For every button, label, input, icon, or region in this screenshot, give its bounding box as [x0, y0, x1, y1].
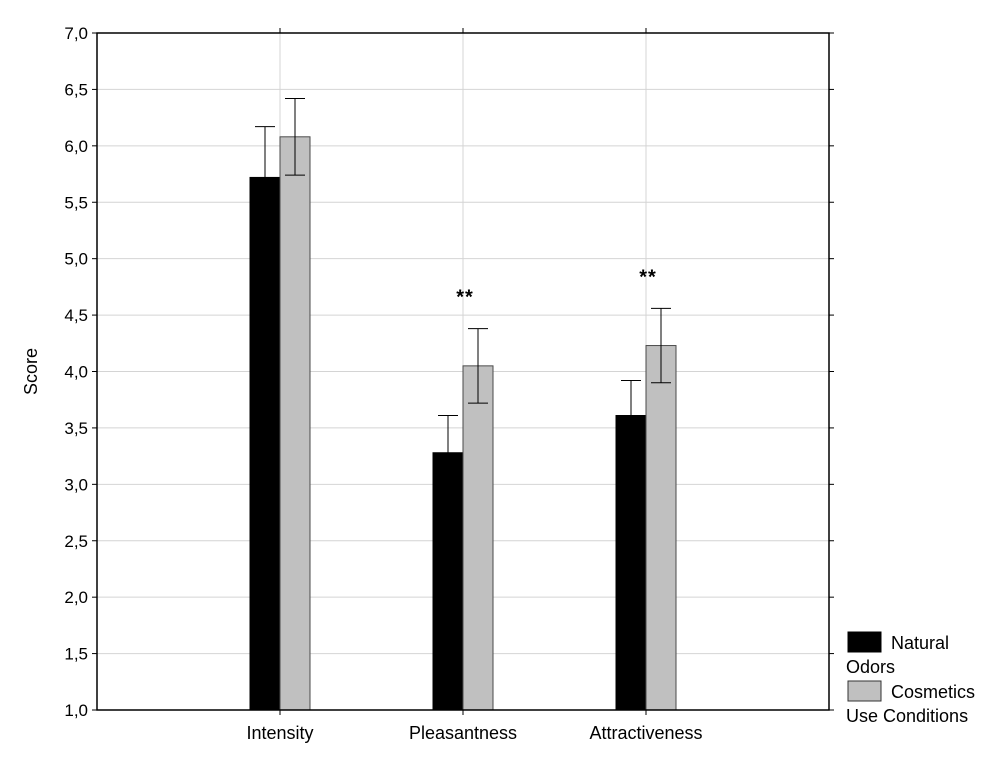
- y-tick-label: 5,0: [64, 250, 88, 269]
- y-tick-label: 6,0: [64, 137, 88, 156]
- y-tick-label: 1,5: [64, 645, 88, 664]
- bar-natural-odors: [615, 415, 647, 711]
- y-tick-label: 7,0: [64, 24, 88, 43]
- axis-ticks: [92, 28, 834, 715]
- significance-marker: **: [456, 287, 474, 309]
- bar-cosmetics-use: [645, 345, 677, 711]
- x-category-label: Attractiveness: [589, 723, 702, 743]
- y-tick-label: 1,0: [64, 701, 88, 720]
- bar-natural-odors: [432, 452, 464, 711]
- bar-natural-odors: [249, 176, 281, 711]
- bar-cosmetics-use: [462, 365, 494, 711]
- legend: Natural Odors Cosmetics Use Conditions: [846, 631, 975, 726]
- legend-swatch-natural: [847, 631, 882, 653]
- legend-label-odors: Odors: [846, 657, 895, 677]
- bars: [249, 136, 677, 711]
- legend-label-cosmetics: Cosmetics: [891, 682, 975, 702]
- tick-labels: 1,0 1,5 2,0 2,5 3,0 3,5 4,0 4,5 5,0 5,5 6,0 6,5 7,0 I…: [64, 24, 702, 743]
- significance-marker: **: [639, 266, 657, 288]
- error-bars: [255, 97, 671, 491]
- y-tick-label: 4,5: [64, 306, 88, 325]
- legend-label-use-conditions: Use Conditions: [846, 706, 968, 726]
- legend-label-natural: Natural: [891, 633, 949, 653]
- y-axis-title: Score: [21, 348, 41, 395]
- y-tick-label: 2,0: [64, 588, 88, 607]
- y-tick-label: 5,5: [64, 193, 88, 212]
- bar-cosmetics-use: [279, 136, 311, 711]
- x-category-label: Intensity: [246, 723, 313, 743]
- y-tick-label: 6,5: [64, 80, 88, 99]
- y-tick-label: 3,5: [64, 419, 88, 438]
- y-tick-label: 4,0: [64, 363, 88, 382]
- x-category-label: Pleasantness: [409, 723, 517, 743]
- legend-swatch-cosmetics: [847, 680, 882, 702]
- y-tick-label: 2,5: [64, 532, 88, 551]
- y-tick-label: 3,0: [64, 475, 88, 494]
